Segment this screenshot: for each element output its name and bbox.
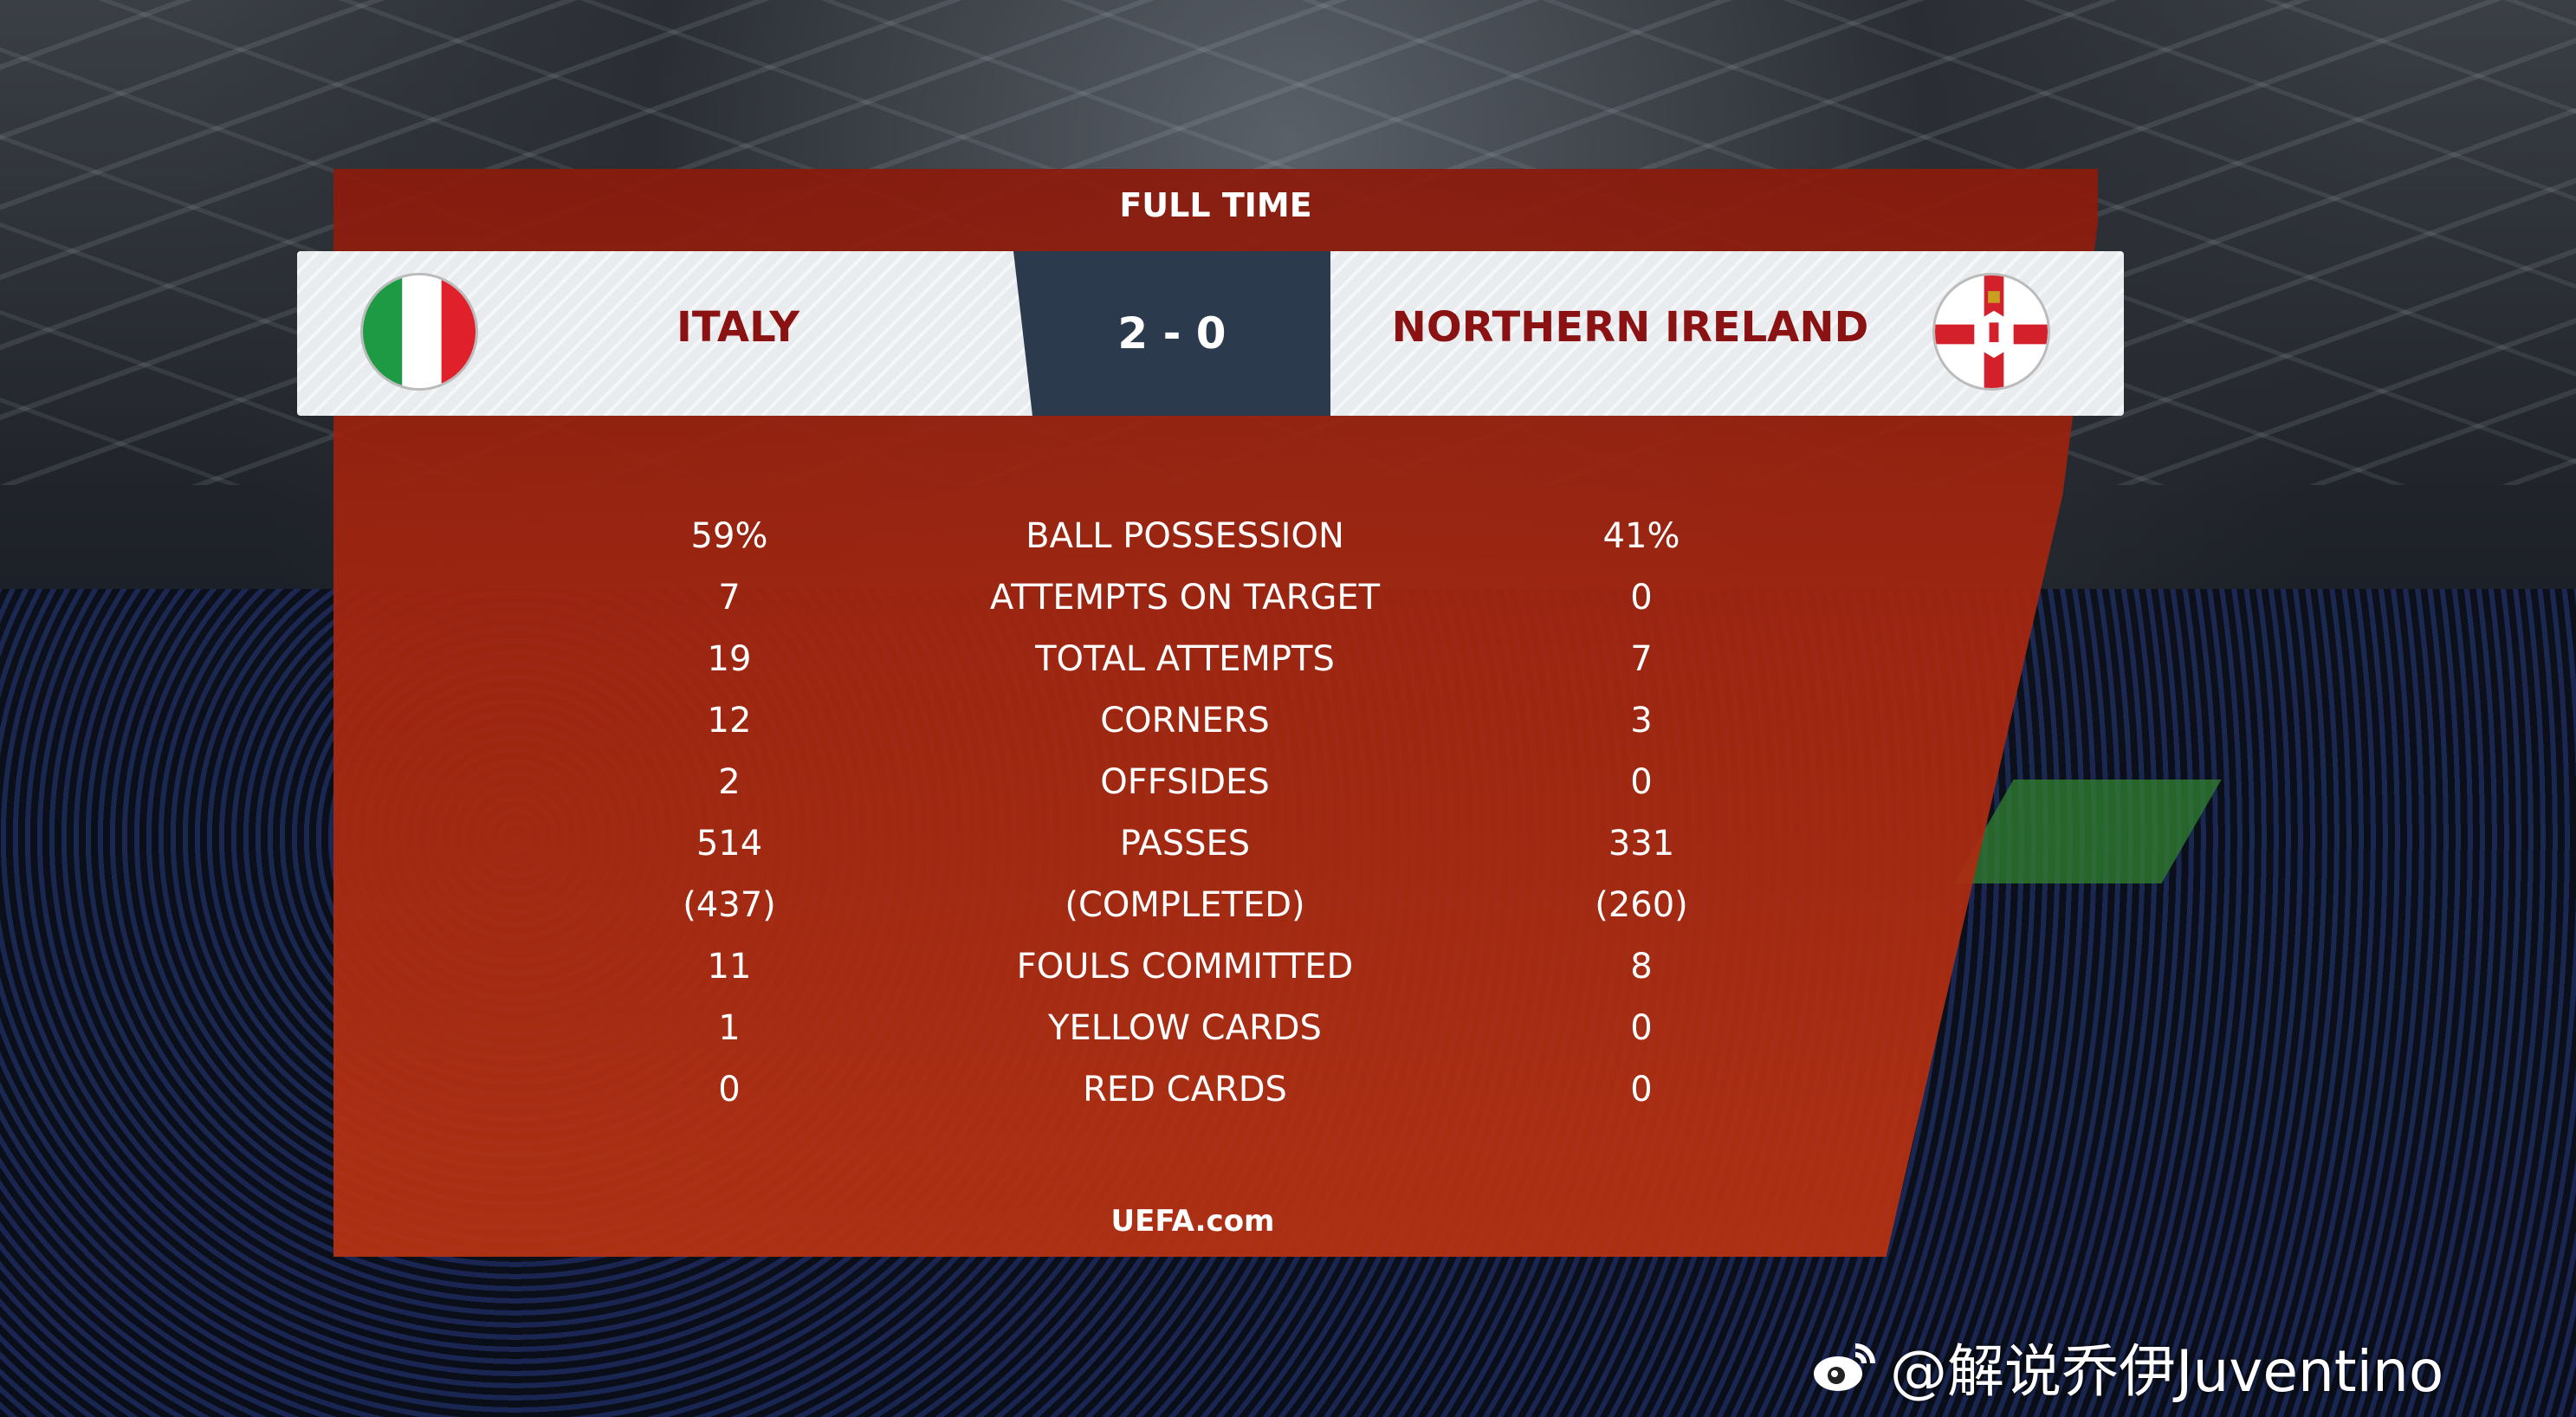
away-stat-value: 331	[1608, 824, 1675, 864]
stat-row: 0 RED CARDS 0	[0, 1070, 2576, 1122]
home-stat-value: 7	[718, 578, 741, 618]
away-stat-value: 8	[1630, 947, 1653, 987]
home-stat-value: 2	[718, 762, 741, 802]
away-stat-value: 3	[1630, 701, 1653, 741]
stat-row: (437) (COMPLETED) (260)	[0, 885, 2576, 937]
away-stat-value: 0	[1630, 578, 1653, 618]
away-stat-value: 7	[1630, 639, 1653, 679]
italy-flag-icon	[360, 273, 478, 391]
home-stat-value: 19	[707, 639, 752, 679]
stat-row: 1 YELLOW CARDS 0	[0, 1008, 2576, 1060]
home-stat-value: 0	[718, 1070, 741, 1110]
stat-row: 12 CORNERS 3	[0, 701, 2576, 753]
stat-label: ATTEMPTS ON TARGET	[989, 578, 1381, 618]
home-stat-value: 514	[696, 824, 763, 864]
home-stat-value: 11	[707, 947, 752, 987]
stat-label: RED CARDS	[1083, 1070, 1287, 1110]
home-stat-value: 1	[718, 1008, 741, 1048]
away-team-name: NORTHERN IRELAND	[1391, 303, 1869, 352]
stat-label: (COMPLETED)	[1065, 885, 1305, 925]
northern-ireland-flag-icon	[1932, 273, 2050, 391]
match-status: FULL TIME	[1119, 186, 1312, 224]
stat-row: 7 ATTEMPTS ON TARGET 0	[0, 578, 2576, 630]
watermark-text: @解说乔伊Juventino	[1890, 1338, 2444, 1405]
away-stat-value: (260)	[1595, 885, 1688, 925]
away-stat-value: 0	[1630, 762, 1653, 802]
stat-label: OFFSIDES	[1100, 762, 1270, 802]
away-stat-value: 41%	[1602, 516, 1680, 556]
home-stat-value: 59%	[690, 516, 768, 556]
stat-label: CORNERS	[1100, 701, 1270, 741]
stat-label: TOTAL ATTEMPTS	[1035, 639, 1335, 679]
away-stat-value: 0	[1630, 1070, 1653, 1110]
home-stat-value: 12	[707, 701, 752, 741]
stat-row: 514 PASSES 331	[0, 824, 2576, 876]
uefa-logo-text: UEFA.com	[1110, 1204, 1275, 1239]
stat-label: YELLOW CARDS	[1048, 1008, 1322, 1048]
stat-row: 11 FOULS COMMITTED 8	[0, 947, 2576, 999]
away-stat-value: 0	[1630, 1008, 1653, 1048]
weibo-icon	[1814, 1343, 1875, 1391]
stat-label: PASSES	[1119, 824, 1251, 864]
stat-row: 59% BALL POSSESSION 41%	[0, 516, 2576, 568]
score: 2 - 0	[1013, 251, 1330, 416]
stat-row: 2 OFFSIDES 0	[0, 762, 2576, 814]
home-team-name: ITALY	[676, 303, 799, 352]
home-stat-value: (437)	[683, 885, 776, 925]
stat-label: FOULS COMMITTED	[1016, 947, 1354, 987]
watermark: @解说乔伊Juventino	[1810, 1325, 2443, 1408]
stat-label: BALL POSSESSION	[1026, 516, 1344, 556]
stat-row: 19 TOTAL ATTEMPTS 7	[0, 639, 2576, 691]
